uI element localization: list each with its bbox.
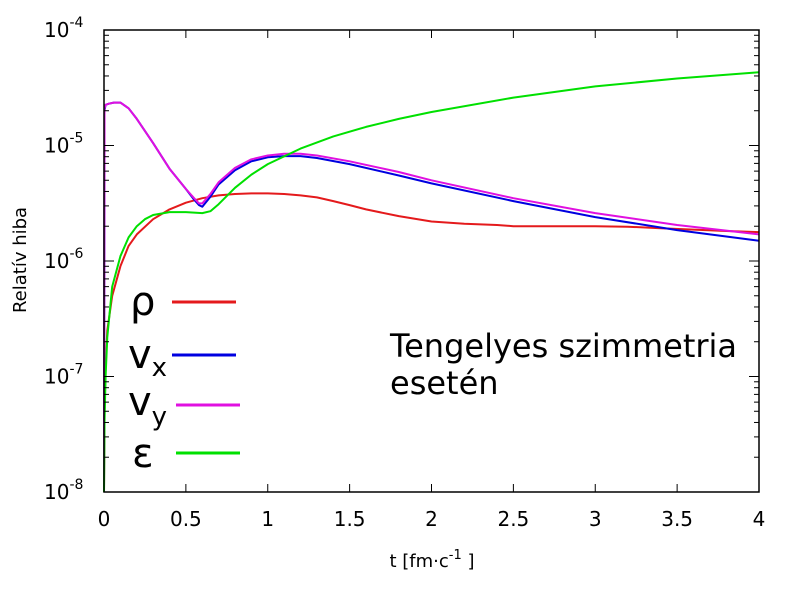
x-tick-label: 4 [753,507,766,531]
x-tick-label: 3.5 [661,507,693,531]
series-rho-line [103,192,760,493]
x-tick-label: 2.5 [497,507,529,531]
y-tick-label: 10-7 [44,362,83,389]
y-axis-label: Relatív hiba [10,207,31,313]
legend-label-vx: vx [128,332,167,383]
x-tick-label: 0.5 [170,507,202,531]
y-tick-label: 10-8 [44,477,83,504]
x-tick-label: 2 [425,507,438,531]
x-tick-label: 0 [98,507,111,531]
annotation-line-2: esetén [390,364,499,402]
x-tick-labels: 0 0.5 1 1.5 2 2.5 3 3.5 4 [98,507,766,531]
legend-entry-epsilon: ε [132,431,240,477]
y-tick-label: 10-4 [44,15,84,42]
legend-label-epsilon: ε [132,431,154,477]
legend-label-vy: vy [128,379,167,432]
y-tick-label: 10-6 [44,246,84,273]
legend: ρ vx vy ε [128,279,240,477]
x-axis-label: t [fm·c-1 ] [389,548,474,572]
legend-label-rho: ρ [130,279,155,325]
x-tick-label: 1.5 [334,507,366,531]
y-tick-labels: 10-8 10-7 10-6 10-5 10-4 [44,15,84,504]
series-epsilon-line [103,71,760,493]
y-tick-label: 10-5 [44,131,83,158]
legend-entry-vy: vy [128,379,240,432]
legend-entry-rho: ρ [130,279,236,325]
x-tick-label: 1 [261,507,274,531]
legend-entry-vx: vx [128,332,236,383]
series-vy-line [103,101,760,493]
plot-lines [103,71,760,493]
x-tick-label: 3 [589,507,602,531]
annotation-line-1: Tengelyes szimmetria [389,327,737,365]
axis-ticks [103,29,760,493]
